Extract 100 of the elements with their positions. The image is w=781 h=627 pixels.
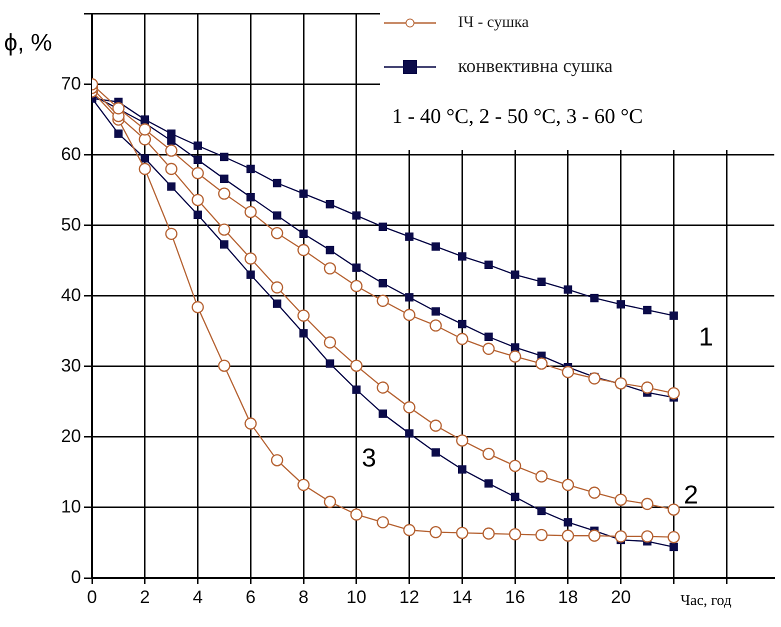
legend-label: ІЧ - сушка <box>458 14 529 32</box>
y-tick-label: 70 <box>60 73 81 94</box>
point <box>165 162 178 176</box>
point <box>220 152 228 162</box>
point <box>350 280 363 292</box>
point <box>668 530 680 544</box>
point <box>324 336 336 349</box>
point <box>641 530 654 543</box>
point <box>588 486 601 499</box>
x-tick-label: 2 <box>140 586 150 607</box>
x-tick-label: 10 <box>346 586 366 607</box>
point <box>405 429 414 438</box>
point <box>192 194 204 206</box>
point <box>564 518 572 526</box>
point <box>167 182 176 191</box>
point <box>482 342 495 355</box>
x-tick-label: 16 <box>505 586 526 607</box>
point <box>403 308 416 322</box>
point <box>297 309 310 322</box>
annotation: 1 <box>698 321 714 352</box>
point <box>270 454 284 466</box>
point <box>297 478 310 492</box>
point <box>350 360 363 372</box>
point <box>324 496 336 508</box>
point <box>641 498 654 510</box>
point <box>482 527 495 540</box>
point <box>246 164 255 174</box>
point <box>376 516 390 528</box>
y-tick-label: 40 <box>60 284 81 305</box>
point <box>588 372 601 385</box>
x-tick-label: 8 <box>298 586 309 607</box>
point <box>643 306 652 314</box>
point <box>140 115 150 124</box>
point <box>326 359 334 368</box>
point <box>510 492 520 502</box>
point <box>562 530 574 542</box>
point <box>670 311 678 320</box>
point <box>324 262 336 275</box>
point <box>432 307 440 316</box>
point <box>352 264 361 272</box>
point <box>167 130 176 138</box>
point <box>352 386 361 394</box>
point <box>220 240 228 249</box>
point <box>299 329 308 338</box>
annotation: 1 - 40 °C, 2 - 50 °C, 3 - 60 °C <box>392 104 643 129</box>
point <box>668 503 680 516</box>
point <box>510 343 520 352</box>
y-tick-label: 0 <box>70 566 81 587</box>
point <box>510 270 520 279</box>
x-axis-title: Час, год <box>680 592 732 609</box>
point <box>564 285 572 294</box>
y-tick-label: 20 <box>60 426 81 446</box>
point <box>432 242 440 251</box>
point <box>430 319 442 332</box>
point <box>535 528 548 542</box>
point <box>138 133 152 146</box>
point <box>246 192 255 202</box>
point <box>192 301 204 314</box>
point <box>508 528 522 540</box>
point <box>326 200 334 208</box>
y-tick-label: 30 <box>60 355 81 376</box>
y-tick-label: 60 <box>60 144 81 164</box>
point <box>456 434 468 447</box>
point <box>299 230 308 238</box>
point <box>614 377 627 390</box>
point <box>218 223 230 236</box>
point <box>194 210 202 219</box>
point <box>165 228 178 240</box>
annotation: 2 <box>684 479 698 510</box>
point <box>220 174 228 184</box>
legend-label: конвективна сушка <box>458 56 613 78</box>
point <box>670 542 678 552</box>
point <box>535 357 548 370</box>
point <box>272 299 282 308</box>
point <box>508 350 522 363</box>
point <box>641 381 654 394</box>
point <box>352 211 361 220</box>
point <box>192 167 204 180</box>
point <box>562 478 574 492</box>
point <box>432 448 440 457</box>
x-tick-label: 4 <box>192 586 203 607</box>
point <box>405 232 414 241</box>
point <box>378 279 388 288</box>
point <box>430 420 442 432</box>
point <box>614 530 627 543</box>
y-axis-title: ϕ, % <box>4 30 52 57</box>
point <box>378 222 388 231</box>
point <box>376 294 390 307</box>
point <box>297 244 310 256</box>
y-tick-label: 50 <box>60 214 81 234</box>
point <box>244 417 257 430</box>
point <box>537 278 546 286</box>
point <box>482 448 495 460</box>
point <box>272 178 282 188</box>
point <box>403 401 416 414</box>
point <box>456 332 468 346</box>
point <box>270 226 284 240</box>
point <box>458 252 466 261</box>
point <box>484 260 493 270</box>
point <box>562 366 574 378</box>
